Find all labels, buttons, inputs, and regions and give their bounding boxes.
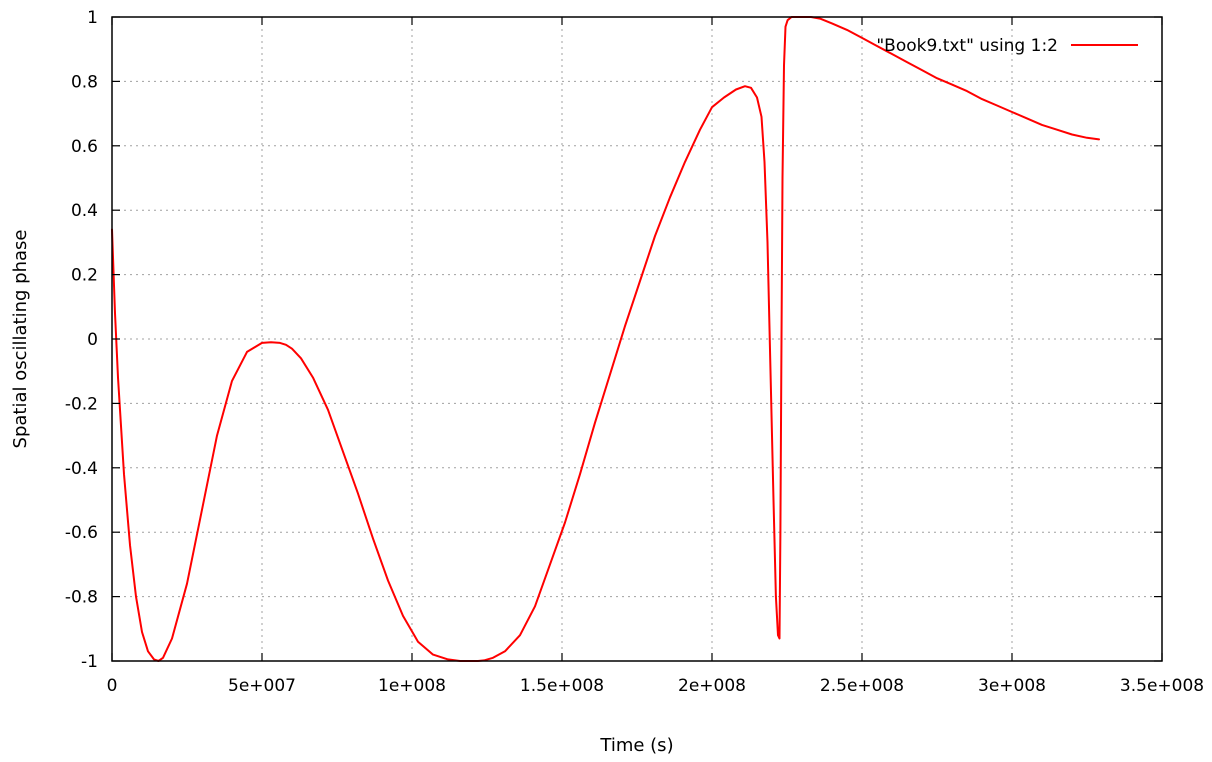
y-tick-label: -0.8	[65, 588, 98, 608]
y-tick-label: 0	[87, 330, 98, 350]
plot-area-border	[111, 16, 1163, 662]
x-tick-label: 1.5e+008	[520, 676, 604, 696]
grid	[112, 17, 1162, 661]
y-tick-label: -0.2	[65, 394, 98, 414]
x-tick-label: 2e+008	[678, 676, 746, 696]
y-tick-label: 1	[87, 8, 98, 28]
x-tick-label: 3e+008	[978, 676, 1046, 696]
y-tick-label: -0.4	[65, 459, 98, 479]
x-tick-label: 5e+007	[228, 676, 296, 696]
y-tick-label: 0.8	[71, 72, 98, 92]
y-axis-label: Spatial oscillating phase	[10, 230, 31, 449]
legend-label: "Book9.txt" using 1:2	[876, 36, 1058, 56]
legend: "Book9.txt" using 1:2	[876, 36, 1138, 56]
y-tick-label: -1	[81, 652, 98, 672]
series-line	[111, 16, 1100, 662]
x-tick-label: 2.5e+008	[820, 676, 904, 696]
y-tick-label: -0.6	[65, 523, 98, 543]
y-tick-label: 0.2	[71, 266, 98, 286]
x-tick-label: 0	[107, 676, 118, 696]
series-layer	[111, 16, 1100, 662]
x-axis-label: Time (s)	[599, 735, 673, 756]
y-tick-label: 0.4	[71, 201, 98, 221]
x-tick-label: 3.5e+008	[1120, 676, 1204, 696]
y-tick-label: 0.6	[71, 137, 98, 157]
x-tick-label: 1e+008	[378, 676, 446, 696]
tick-labels: 0 5e+007 1e+008 1.5e+008 2e+008 2.5e+008 3e+00…	[65, 8, 1204, 696]
